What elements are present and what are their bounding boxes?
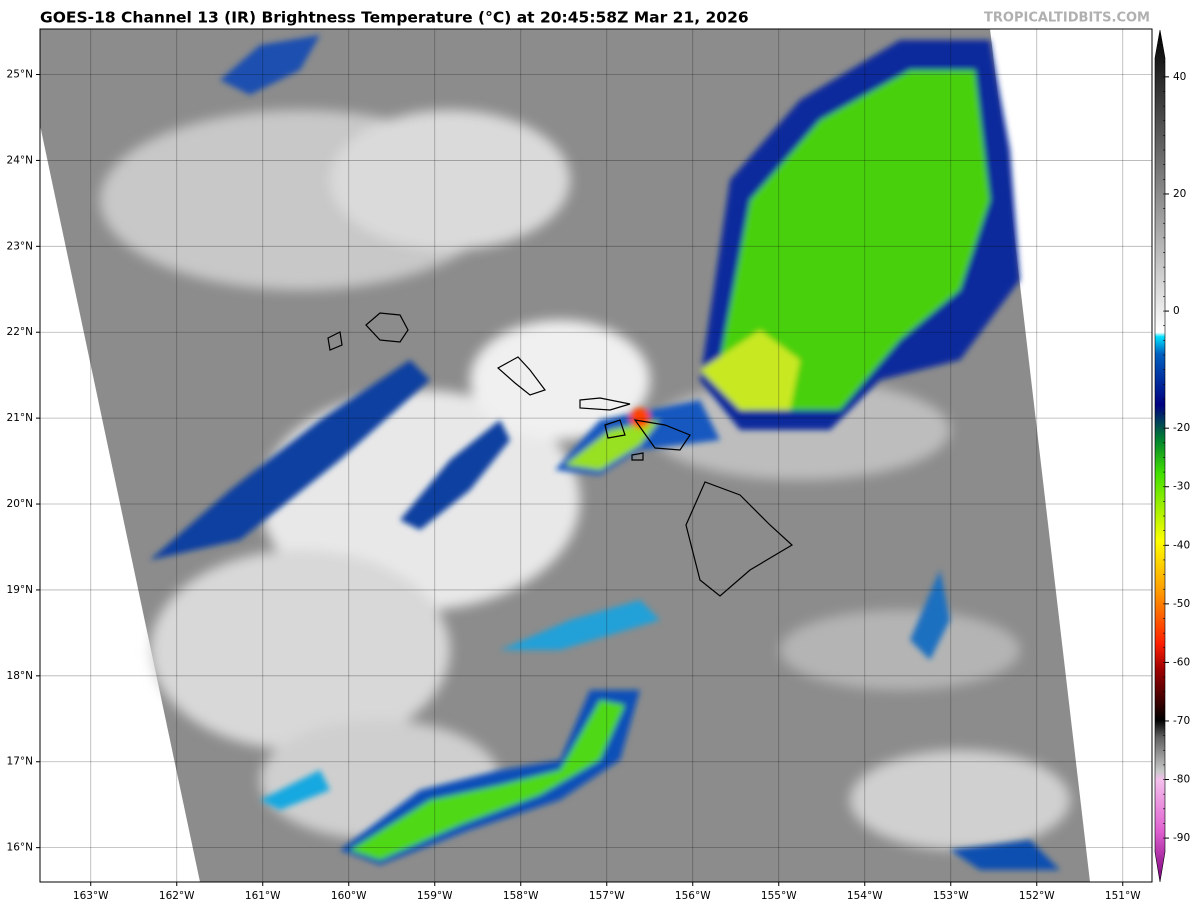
colorbar-tick-label: -50 bbox=[1173, 598, 1190, 610]
colorbar bbox=[1154, 29, 1166, 883]
y-tick-label: 23°N bbox=[7, 240, 33, 252]
colorbar-tick-label: -40 bbox=[1173, 539, 1190, 551]
deep-convection bbox=[150, 35, 1060, 870]
x-tick-label: 163°W bbox=[73, 890, 109, 902]
imagery bbox=[40, 29, 1152, 882]
x-tick-label: 157°W bbox=[589, 890, 625, 902]
y-tick-label: 24°N bbox=[7, 154, 33, 166]
x-tick-label: 162°W bbox=[159, 890, 195, 902]
x-tick-label: 153°W bbox=[933, 890, 969, 902]
colorbar-tick-label: -90 bbox=[1173, 832, 1190, 844]
colorbar-tick-label: -30 bbox=[1173, 481, 1190, 493]
x-tick-label: 151°W bbox=[1105, 890, 1141, 902]
colorbar-tick-label: -60 bbox=[1173, 656, 1190, 668]
y-tick-label: 16°N bbox=[7, 842, 33, 854]
colorbar-tick-label: -20 bbox=[1173, 422, 1190, 434]
x-tick-label: 160°W bbox=[331, 890, 367, 902]
x-tick-label: 158°W bbox=[503, 890, 539, 902]
x-tick-label: 156°W bbox=[675, 890, 711, 902]
colorbar-tick-label: -80 bbox=[1173, 774, 1190, 786]
x-tick-label: 161°W bbox=[245, 890, 281, 902]
x-tick-label: 152°W bbox=[1019, 890, 1055, 902]
y-tick-label: 20°N bbox=[7, 498, 33, 510]
map-frame bbox=[39, 28, 1153, 883]
y-tick-label: 18°N bbox=[7, 670, 33, 682]
graticule bbox=[40, 29, 1152, 882]
title: GOES-18 Channel 13 (IR) Brightness Tempe… bbox=[40, 9, 749, 27]
y-tick-label: 17°N bbox=[7, 756, 33, 768]
colorbar-tick-label: 40 bbox=[1173, 71, 1186, 83]
islands bbox=[327, 312, 794, 597]
y-tick-label: 25°N bbox=[7, 69, 33, 81]
x-tick-label: 155°W bbox=[761, 890, 797, 902]
colorbar-tick-label: -70 bbox=[1173, 715, 1190, 727]
x-tick-label: 159°W bbox=[417, 890, 453, 902]
colorbar-tick-label: 20 bbox=[1173, 188, 1186, 200]
x-tick-label: 154°W bbox=[847, 890, 883, 902]
y-tick-label: 19°N bbox=[7, 584, 33, 596]
y-tick-label: 22°N bbox=[7, 326, 33, 338]
y-tick-label: 21°N bbox=[7, 412, 33, 424]
credit: TROPICALTIDBITS.COM bbox=[984, 11, 1150, 26]
colorbar-tick-label: 0 bbox=[1173, 305, 1180, 317]
